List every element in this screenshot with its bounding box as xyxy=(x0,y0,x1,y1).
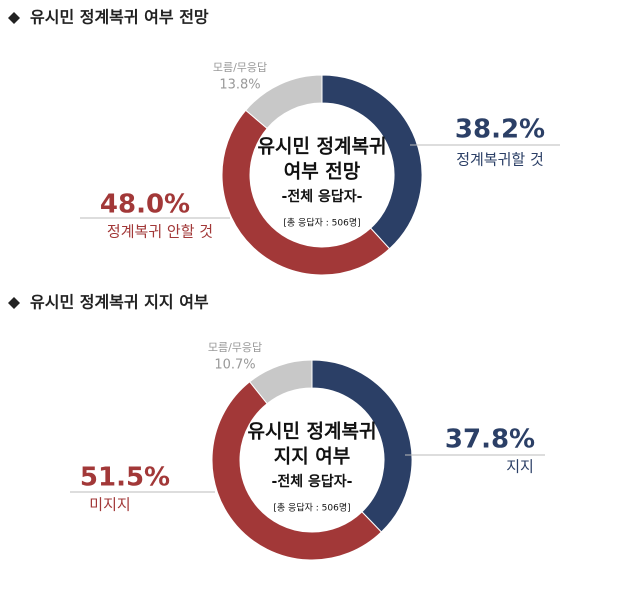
category-label: 모름/무응답 xyxy=(213,61,267,74)
category-label: 모름/무응답 xyxy=(208,341,262,354)
value-label: 51.5% xyxy=(80,463,170,493)
center-text: 유시민 정계복귀 xyxy=(258,136,387,158)
center-text: 유시민 정계복귀 xyxy=(248,421,377,443)
donut-segment xyxy=(249,359,313,405)
section-title: 유시민 정계복귀 여부 전망 xyxy=(30,8,209,27)
center-text: 여부 전망 xyxy=(284,161,361,183)
donut-segment xyxy=(221,109,391,276)
center-text: -전체 응답자- xyxy=(282,188,363,205)
value-label: 38.2% xyxy=(455,115,545,145)
bullet-icon xyxy=(8,297,20,309)
category-label: 정계복귀할 것 xyxy=(456,151,544,169)
value-label: 13.8% xyxy=(219,78,260,93)
value-label: 48.0% xyxy=(100,190,190,220)
center-text: -전체 응답자- xyxy=(272,473,353,490)
donut-segment xyxy=(245,74,323,130)
category-label: 미지지 xyxy=(89,496,130,514)
section-title: 유시민 정계복귀 지지 여부 xyxy=(30,293,209,312)
category-label: 정계복귀 안할 것 xyxy=(107,223,213,241)
center-text: [총 응답자 : 506명] xyxy=(283,217,360,229)
donut-segment xyxy=(211,381,383,561)
center-text: 지지 여부 xyxy=(274,446,351,468)
value-label: 10.7% xyxy=(214,358,255,373)
category-label: 지지 xyxy=(506,458,534,476)
bullet-icon xyxy=(8,12,20,24)
value-label: 37.8% xyxy=(445,425,535,455)
center-text: [총 응답자 : 506명] xyxy=(273,502,350,514)
